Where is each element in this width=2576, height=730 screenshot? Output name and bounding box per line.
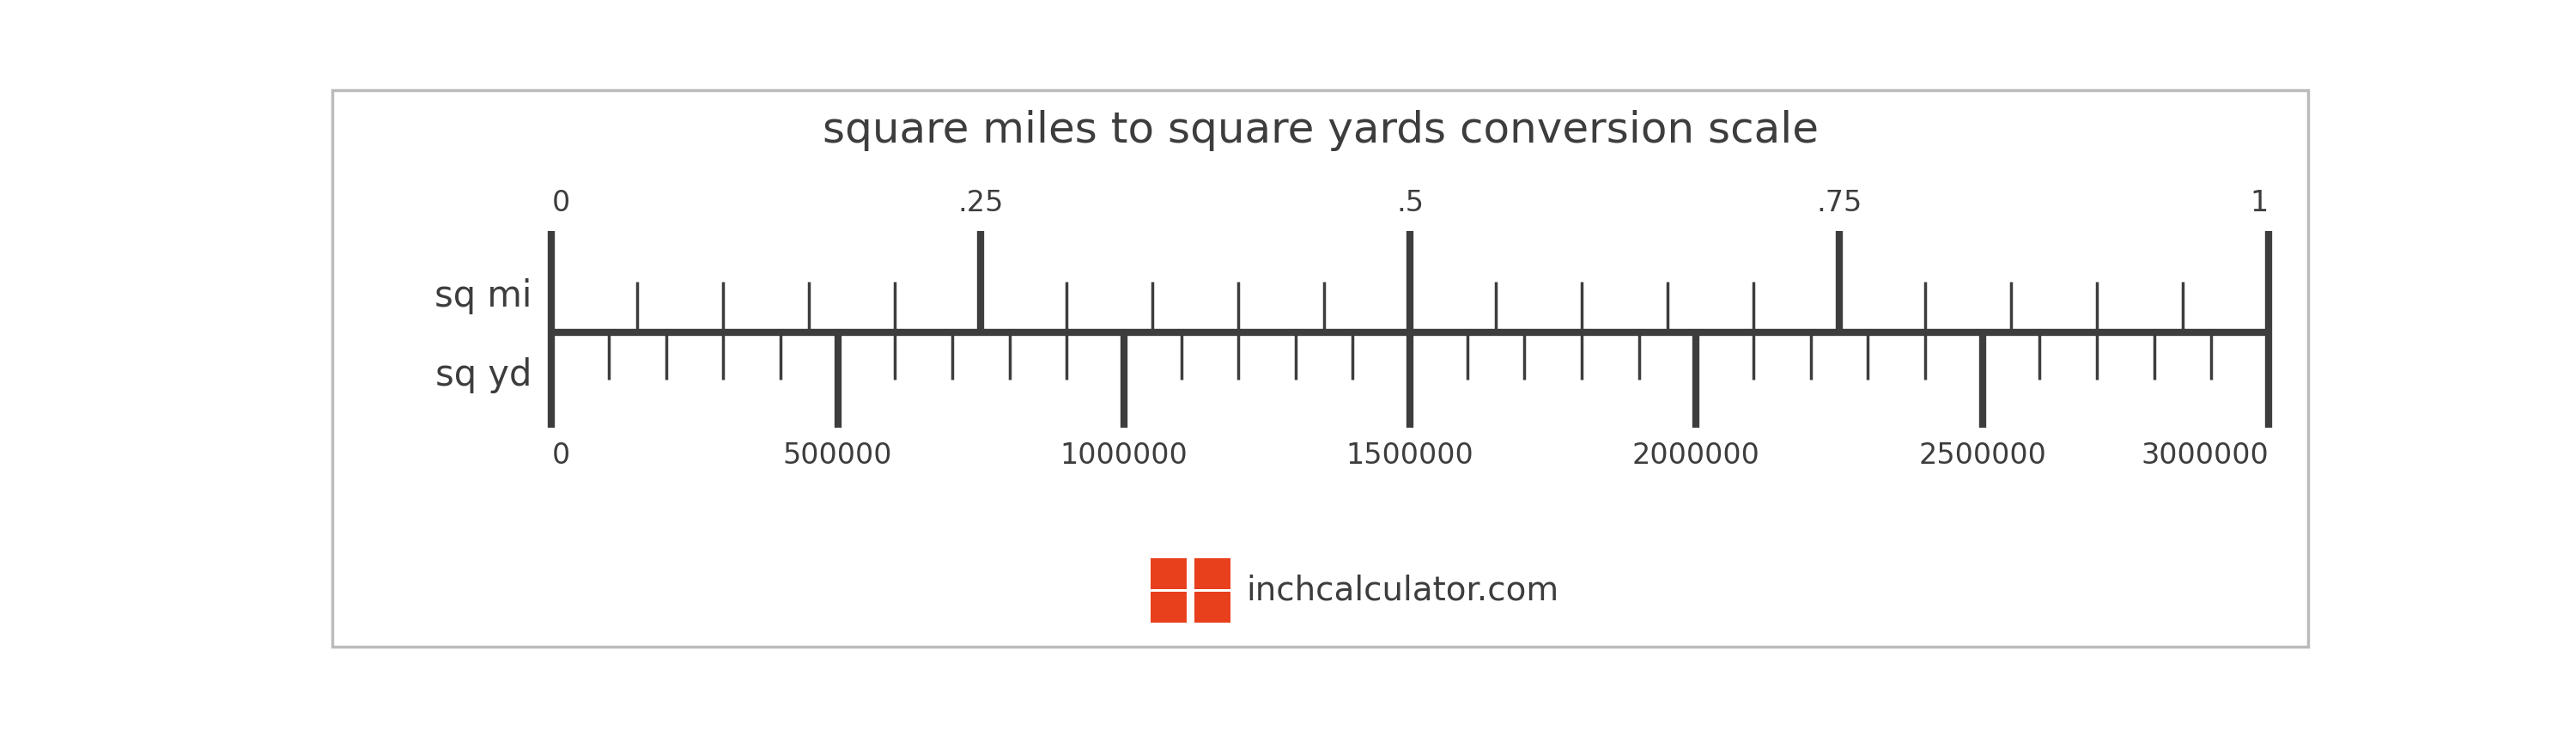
Bar (1151, 592, 1188, 623)
Text: 3000000: 3000000 (2141, 442, 2269, 470)
Text: .75: .75 (1816, 188, 1862, 217)
Text: 0: 0 (551, 442, 569, 470)
Text: square miles to square yards conversion scale: square miles to square yards conversion … (822, 110, 1819, 151)
Bar (1195, 558, 1231, 590)
Text: 1: 1 (2251, 188, 2269, 217)
Text: 2500000: 2500000 (1919, 442, 2045, 470)
Text: .5: .5 (1396, 188, 1425, 217)
Text: sq mi: sq mi (435, 279, 531, 315)
Bar (1195, 592, 1231, 623)
Text: 500000: 500000 (783, 442, 891, 470)
Text: .25: .25 (958, 188, 1005, 217)
Text: 2000000: 2000000 (1633, 442, 1759, 470)
Bar (1151, 558, 1188, 590)
Text: 1500000: 1500000 (1347, 442, 1473, 470)
Text: 1000000: 1000000 (1061, 442, 1188, 470)
Text: 0: 0 (551, 188, 569, 217)
Text: sq yd: sq yd (435, 357, 531, 393)
Text: inchcalculator.com: inchcalculator.com (1247, 575, 1558, 607)
